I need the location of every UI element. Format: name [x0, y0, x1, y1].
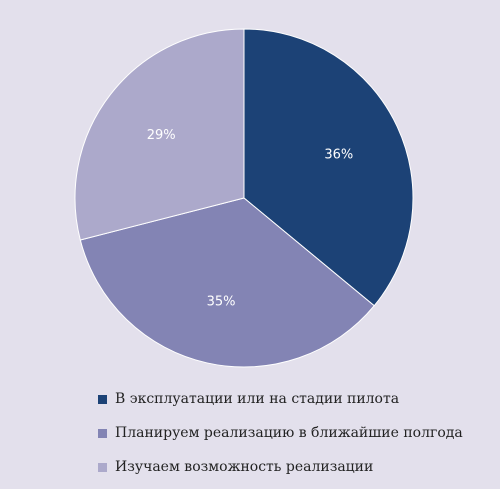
pie-value-label: 29%	[147, 128, 176, 143]
pie-chart: 36% 35% 29%	[74, 28, 414, 368]
pie-slice-2	[74, 28, 245, 241]
legend-item: Изучаем возможность реализации	[98, 450, 463, 484]
legend-label: В эксплуатации или на стадии пилота	[115, 391, 400, 407]
legend-item: Планируем реализацию в ближайшие полгода	[98, 416, 463, 450]
pie-slice-0	[243, 28, 414, 307]
pie-slice-1	[79, 197, 375, 368]
pie-value-label: 36%	[324, 147, 353, 162]
pie-slices	[74, 28, 414, 368]
legend: В эксплуатации или на стадии пилота План…	[98, 382, 463, 484]
legend-swatch	[98, 394, 107, 404]
legend-swatch	[98, 428, 107, 438]
legend-item: В эксплуатации или на стадии пилота	[98, 382, 463, 416]
legend-label: Изучаем возможность реализации	[115, 459, 374, 475]
pie-value-labels: 36% 35% 29%	[147, 128, 354, 309]
legend-label: Планируем реализацию в ближайшие полгода	[115, 425, 463, 441]
legend-swatch	[98, 462, 107, 472]
pie-value-label: 35%	[207, 294, 236, 309]
